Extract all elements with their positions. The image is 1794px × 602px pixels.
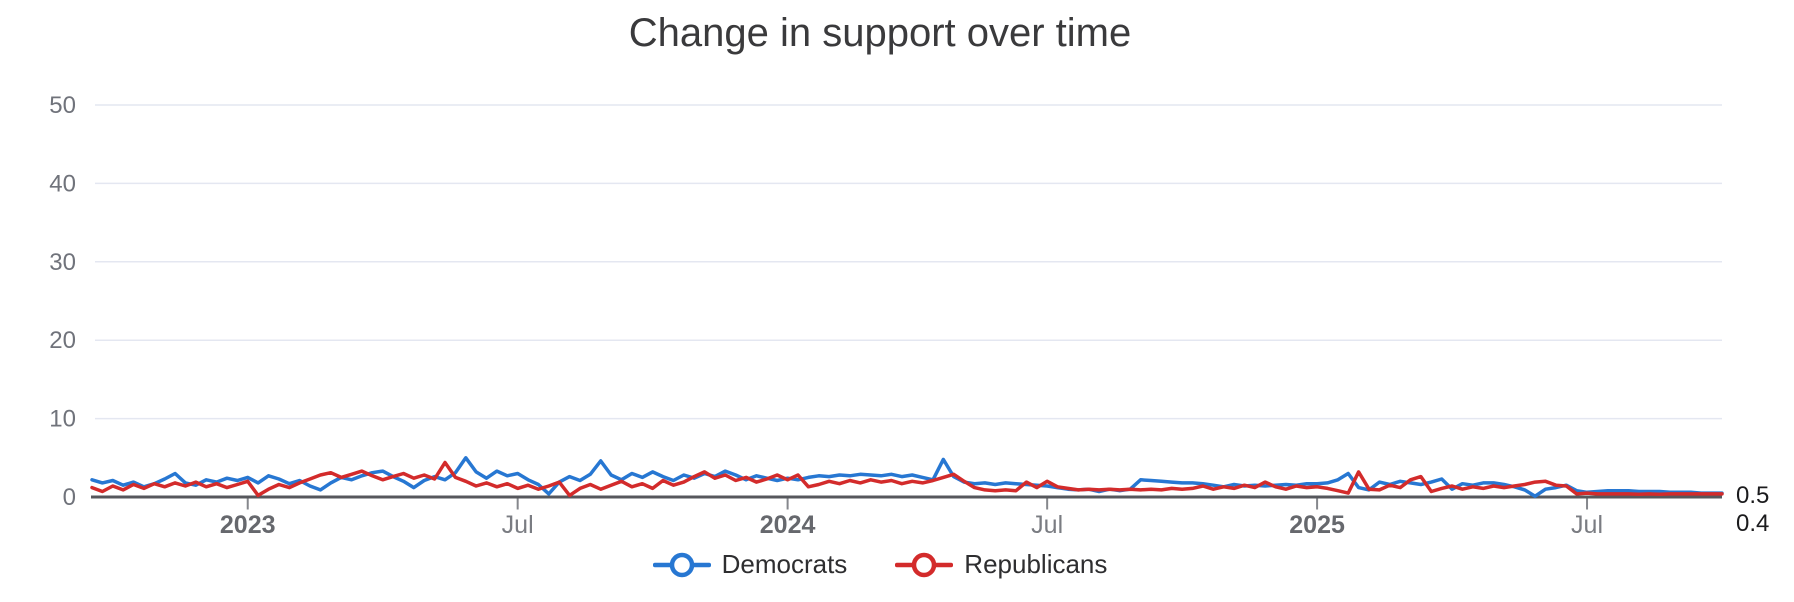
series-line-republicans	[90, 460, 1724, 498]
legend: Democrats Republicans	[0, 549, 1760, 580]
legend-item-republicans[interactable]: Republicans	[895, 549, 1107, 580]
legend-marker-republicans-icon	[895, 552, 954, 577]
legend-marker-democrats-icon	[652, 552, 711, 577]
x-axis-tick-label: Jul	[502, 511, 534, 539]
legend-label: Democrats	[721, 549, 848, 579]
y-axis-tick-label: 50	[49, 92, 76, 119]
y-axis-tick-label: 10	[49, 406, 76, 433]
end-value-label-republicans: 0.4	[1736, 510, 1770, 537]
x-axis-tick-label: Jul	[1031, 511, 1063, 539]
x-axis-tick-label: 2023	[220, 511, 276, 539]
chart-title: Change in support over time	[628, 11, 1132, 55]
y-axis-tick-label: 40	[49, 170, 76, 197]
legend-label: Republicans	[964, 549, 1108, 579]
y-axis-tick-label: 0	[63, 484, 76, 511]
x-axis-tick-label: 2024	[760, 511, 816, 539]
y-axis-tick-label: 30	[49, 249, 76, 276]
x-axis-tick-label: 2025	[1289, 511, 1345, 539]
legend-item-democrats[interactable]: Democrats	[652, 549, 848, 580]
x-axis-tick-label: Jul	[1571, 511, 1603, 539]
end-value-label-democrats: 0.5	[1736, 482, 1770, 509]
y-axis-tick-label: 20	[49, 327, 76, 354]
